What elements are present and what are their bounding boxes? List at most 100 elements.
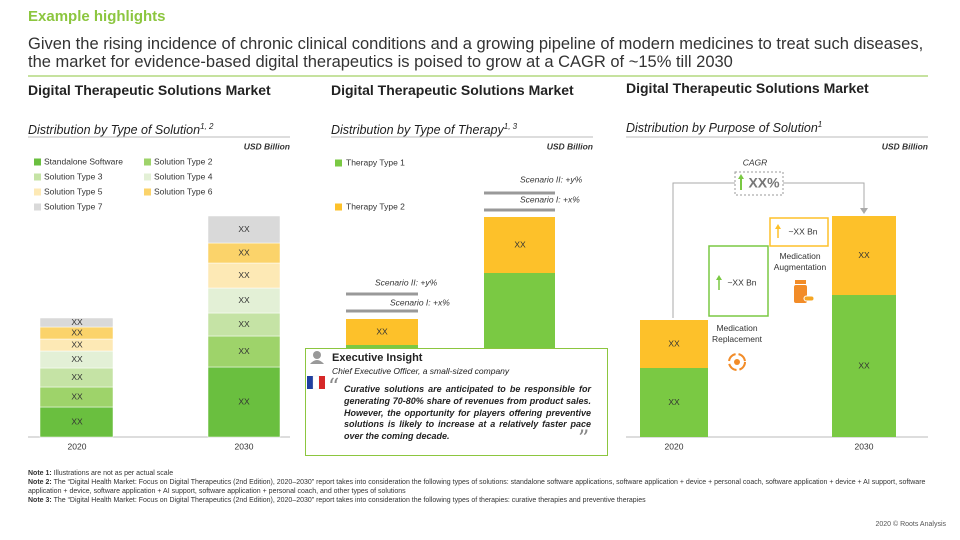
note-text: The “Digital Health Market: Focus on Dig… xyxy=(28,479,926,495)
connector xyxy=(783,182,865,210)
title: Example highlights xyxy=(28,8,166,25)
bar-segment xyxy=(832,216,896,295)
insight-quote: Curative solutions are anticipated to be… xyxy=(344,384,591,442)
bar-segment xyxy=(640,368,708,437)
label: USD Billion xyxy=(244,141,290,151)
bar-segment xyxy=(832,295,896,437)
bar-segment xyxy=(346,319,418,345)
legend-swatch xyxy=(34,188,41,196)
label: ~XX Bn xyxy=(727,277,756,287)
subtitle-text: Distribution by Purpose of Solution xyxy=(626,121,818,136)
legend-swatch xyxy=(335,203,342,211)
up-arrow xyxy=(738,174,744,179)
label: XX xyxy=(238,224,250,234)
subtitle-text: Distribution by Type of Solution xyxy=(28,123,201,138)
label: XX xyxy=(71,317,83,327)
bridge-label: Medication Augmentation xyxy=(774,251,827,272)
panel-subtitle: Distribution by Purpose of Solution1 xyxy=(626,117,822,136)
panel-title: Digital Therapeutic Solutions Market xyxy=(331,82,574,98)
label: XX xyxy=(238,346,250,356)
pill-icon xyxy=(803,295,815,302)
note-label: Note 3: xyxy=(28,497,52,504)
footer: 2020 © Roots Analysis xyxy=(875,521,946,528)
label: XX xyxy=(238,396,250,406)
label: Standalone Software xyxy=(44,156,123,166)
label: XX xyxy=(858,250,870,260)
label: XX xyxy=(71,416,83,426)
up-arrow xyxy=(716,275,722,280)
label: Scenario II: +y% xyxy=(520,174,583,184)
note: Note 1: Illustrations are not as per act… xyxy=(28,469,928,478)
quote-mark: “ xyxy=(328,375,340,400)
bar-segment xyxy=(207,366,281,438)
panel-subtitle: Distribution by Type of Therapy1, 3 xyxy=(331,119,517,138)
label: XX xyxy=(238,270,250,280)
flag xyxy=(319,376,325,389)
person-icon xyxy=(310,360,324,364)
legend-swatch xyxy=(335,159,342,167)
note-text: Illustrations are not as per actual scal… xyxy=(53,470,174,477)
bar-segment xyxy=(39,317,114,328)
label: Therapy Type 1 xyxy=(346,157,405,167)
label: XX xyxy=(668,338,680,348)
label: CAGR xyxy=(743,157,768,167)
replace-icon xyxy=(728,353,746,371)
insight-box: Executive Insight Chief Executive Office… xyxy=(305,348,608,456)
label: XX xyxy=(71,354,83,364)
up-arrow xyxy=(775,224,781,229)
label: XX xyxy=(376,326,388,336)
label: XX% xyxy=(748,175,780,191)
label: Solution Type 2 xyxy=(154,156,213,166)
label: Scenario II: +y% xyxy=(375,277,438,287)
flag xyxy=(307,376,313,389)
pill-icon xyxy=(795,280,806,284)
label: Scenario I: +x% xyxy=(390,297,450,307)
legend-swatch xyxy=(34,173,41,181)
label: XX xyxy=(71,391,83,401)
person-icon xyxy=(313,351,321,359)
label: 2030 xyxy=(855,441,874,451)
label: Solution Type 6 xyxy=(154,186,213,196)
bar-segment xyxy=(207,335,281,368)
label: XX xyxy=(514,239,526,249)
note-label: Note 2: xyxy=(28,479,52,486)
label: XX xyxy=(238,247,250,257)
connector xyxy=(672,182,735,318)
label: Solution Type 4 xyxy=(154,171,213,181)
bridge-label: Medication Replacement xyxy=(712,323,763,344)
arrowhead xyxy=(860,208,868,214)
legend-swatch xyxy=(34,203,41,211)
panel-title: Digital Therapeutic Solutions Market xyxy=(626,80,869,96)
notes: Note 1: Illustrations are not as per act… xyxy=(28,469,928,505)
subtitle-text: Distribution by Type of Therapy xyxy=(331,123,504,138)
label: 2020 xyxy=(665,441,684,451)
label-line: Replacement xyxy=(712,334,763,344)
note-label: Note 1: xyxy=(28,470,52,477)
legend-swatch xyxy=(144,188,151,196)
label: XX xyxy=(71,372,83,382)
augmentation-box xyxy=(769,217,829,247)
legend-swatch xyxy=(144,173,151,181)
cagr-box xyxy=(734,171,784,196)
label: Solution Type 7 xyxy=(44,201,103,211)
footnote-ref: 1, 3 xyxy=(503,122,518,131)
legend-swatch xyxy=(34,158,41,166)
footnote-ref: 1, 2 xyxy=(200,122,214,131)
label: USD Billion xyxy=(882,141,928,151)
label: XX xyxy=(668,397,680,407)
bar-segment xyxy=(484,217,555,273)
panel-subtitle: Distribution by Type of Solution1, 2 xyxy=(28,119,213,138)
quote-mark: ” xyxy=(578,427,590,452)
label: ~XX Bn xyxy=(788,226,817,236)
label-line: Augmentation xyxy=(774,262,827,272)
label: 2020 xyxy=(68,441,87,451)
footnote-ref: 1 xyxy=(817,120,823,129)
label: XX xyxy=(71,327,83,337)
panel-title: Digital Therapeutic Solutions Market xyxy=(28,82,271,98)
note: Note 2: The “Digital Health Market: Focu… xyxy=(28,478,928,496)
label: XX xyxy=(858,360,870,370)
legend-swatch xyxy=(144,158,151,166)
label: Solution Type 3 xyxy=(44,171,103,181)
label: USD Billion xyxy=(547,141,593,151)
